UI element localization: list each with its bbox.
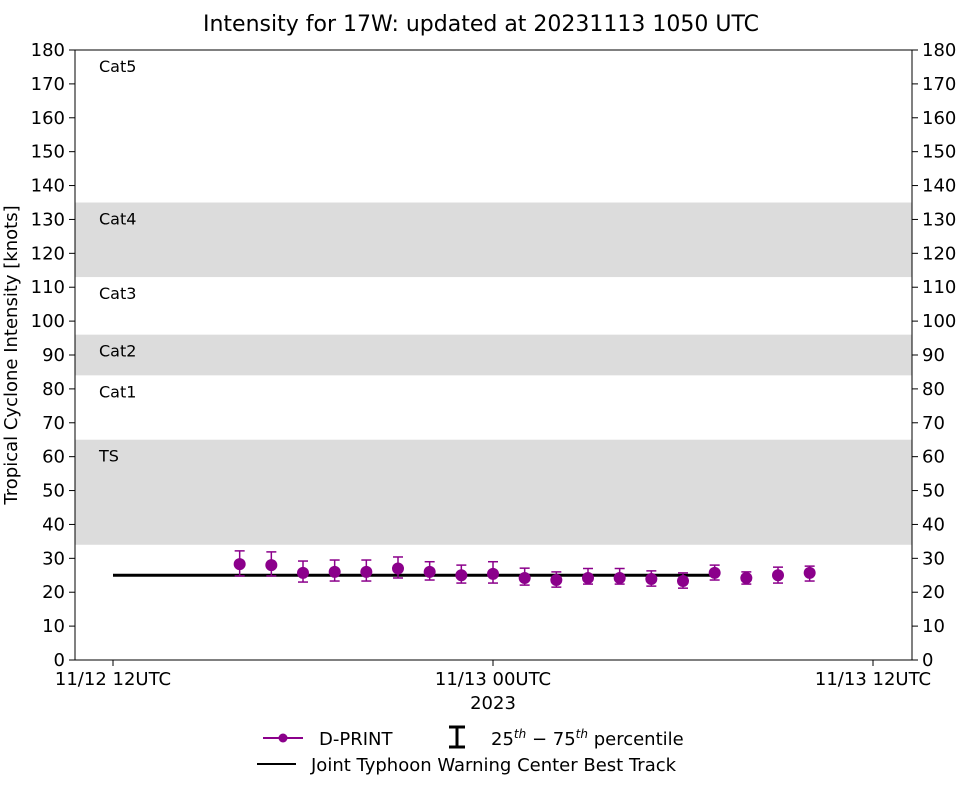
y-tick-label-left: 60	[42, 447, 65, 468]
dprint-point	[360, 565, 373, 578]
y-tick-label-right: 30	[922, 548, 945, 569]
y-tick-label-right: 110	[922, 277, 956, 298]
legend-errorbar-icon	[449, 725, 465, 749]
y-tick-label-left: 90	[42, 345, 65, 366]
y-tick-label-left: 70	[42, 413, 65, 434]
band-label-cat1: Cat1	[99, 382, 136, 401]
legend-dprint-marker	[278, 733, 288, 743]
y-tick-label-left: 150	[31, 142, 65, 163]
legend-besttrack-label: Joint Typhoon Warning Center Best Track	[310, 755, 677, 776]
band-label-cat4: Cat4	[99, 210, 136, 229]
dprint-point	[328, 565, 341, 578]
y-tick-label-left: 160	[31, 108, 65, 129]
y-tick-label-right: 40	[922, 514, 945, 535]
y-tick-label-left: 100	[31, 311, 65, 332]
y-tick-label-right: 150	[922, 142, 956, 163]
dprint-point	[582, 571, 594, 584]
chart-title: Intensity for 17W: updated at 20231113 1…	[203, 12, 759, 37]
band-label-ts: TS	[98, 447, 119, 466]
y-tick-label-left: 10	[42, 616, 65, 637]
y-tick-label-right: 0	[922, 650, 933, 671]
dprint-point	[487, 567, 499, 580]
y-tick-label-right: 120	[922, 243, 956, 264]
y-axis-label: Tropical Cyclone Intensity [knots]	[1, 205, 22, 505]
x-axis-label: 2023	[470, 693, 516, 714]
band-label-cat2: Cat2	[99, 342, 136, 361]
y-tick-label-right: 80	[922, 379, 945, 400]
dprint-point	[677, 575, 689, 588]
y-tick-label-left: 80	[42, 379, 65, 400]
dprint-point	[613, 571, 626, 584]
band-label-cat5: Cat5	[99, 57, 136, 76]
y-tick-label-left: 50	[42, 481, 65, 502]
band-cat4	[75, 202, 912, 278]
y-tick-label-right: 130	[922, 209, 956, 230]
y-tick-label-right: 180	[922, 40, 956, 61]
y-tick-label-right: 20	[922, 582, 945, 603]
dprint-point	[803, 566, 816, 579]
y-tick-label-right: 160	[922, 108, 956, 129]
y-tick-label-left: 20	[42, 582, 65, 603]
dprint-point	[645, 573, 658, 586]
legend: D-PRINT 25th − 75th percentile Joint Typ…	[257, 725, 684, 776]
x-tick-label: 11/12 12UTC	[55, 669, 171, 690]
y-tick-label-right: 140	[922, 176, 956, 197]
y-tick-label-left: 170	[31, 74, 65, 95]
dprint-point	[740, 571, 753, 584]
band-label-cat3: Cat3	[99, 284, 136, 303]
dprint-point	[265, 559, 278, 572]
y-tick-label-left: 120	[31, 243, 65, 264]
y-tick-label-left: 110	[31, 277, 65, 298]
y-tick-label-left: 40	[42, 514, 65, 535]
y-tick-label-left: 130	[31, 209, 65, 230]
legend-percentile-label: 25th − 75th percentile	[491, 727, 684, 750]
y-tick-label-left: 140	[31, 176, 65, 197]
legend-dprint-label: D-PRINT	[319, 729, 393, 750]
band-cat2	[75, 334, 912, 376]
dprint-point	[455, 569, 468, 582]
band-ts	[75, 439, 912, 545]
y-tick-label-right: 170	[922, 74, 956, 95]
dprint-point	[518, 571, 531, 584]
y-tick-label-left: 180	[31, 40, 65, 61]
x-tick-label: 11/13 12UTC	[815, 669, 931, 690]
y-tick-label-left: 30	[42, 548, 65, 569]
x-tick-label: 11/13 00UTC	[435, 669, 551, 690]
y-tick-label-right: 60	[922, 447, 945, 468]
dprint-point	[297, 566, 309, 579]
dprint-point	[772, 569, 784, 582]
dprint-point	[550, 574, 563, 587]
y-tick-label-right: 90	[922, 345, 945, 366]
dprint-point	[708, 566, 721, 579]
y-tick-label-right: 10	[922, 616, 945, 637]
y-tick-label-right: 70	[922, 413, 945, 434]
y-tick-label-right: 50	[922, 481, 945, 502]
dprint-point	[233, 558, 246, 571]
y-tick-label-left: 0	[54, 650, 65, 671]
dprint-point	[392, 562, 404, 575]
y-tick-label-right: 100	[922, 311, 956, 332]
dprint-point	[423, 565, 436, 578]
